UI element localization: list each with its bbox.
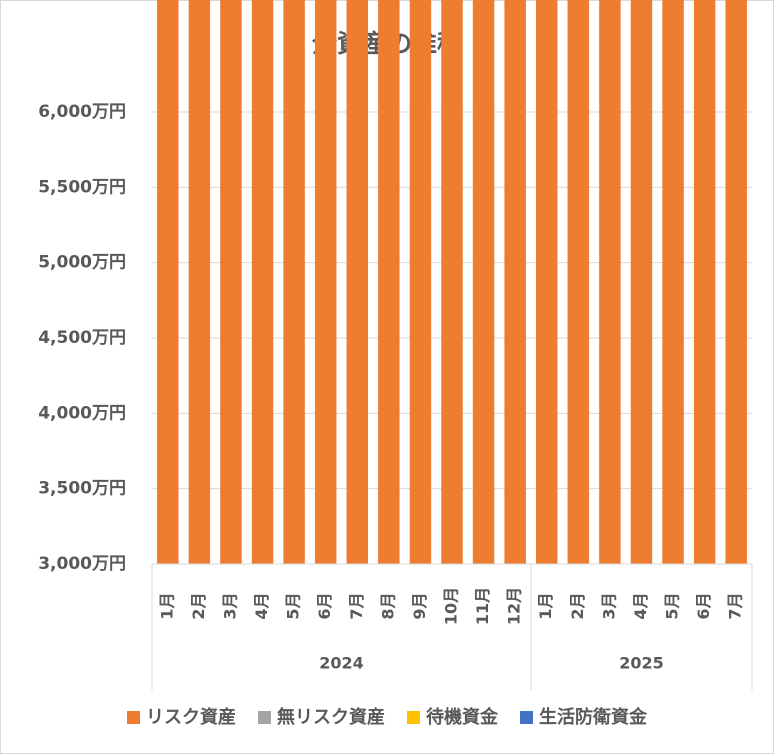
y-tick-label: 4,500万円 [38, 328, 126, 348]
bar-segment [188, 0, 211, 564]
x-tick-label: 2月 [568, 592, 587, 619]
bar-segment [441, 0, 463, 565]
x-tick-label: 5月 [284, 592, 303, 619]
x-tick-label: 6月 [694, 592, 713, 619]
legend-label: リスク資産 [146, 706, 236, 728]
bar-segment [378, 0, 400, 565]
x-tick-label: 3月 [220, 592, 239, 619]
y-tick-label: 3,500万円 [38, 479, 126, 499]
bar-segment [599, 0, 621, 565]
bar-segment [472, 0, 495, 564]
y-tick-label: 6,000万円 [38, 102, 126, 122]
legend-label: 待機資金 [426, 706, 499, 728]
x-tick-label: 9月 [410, 592, 429, 619]
x-tick-label: 1月 [536, 592, 555, 619]
bar-segment [567, 0, 590, 564]
x-tick-label: 4月 [631, 592, 650, 619]
x-group-label: 2025 [619, 654, 664, 673]
legend-swatch [258, 711, 271, 724]
y-tick-label: 5,500万円 [38, 177, 126, 197]
bar-segment [346, 0, 368, 564]
legend-label: 生活防衛資金 [539, 706, 648, 728]
bar-segment [662, 0, 684, 564]
x-tick-label: 7月 [726, 592, 745, 619]
bar-segment [630, 0, 653, 564]
bar-segment [251, 0, 274, 565]
x-tick-label: 12月 [505, 587, 524, 625]
x-tick-label: 10月 [442, 587, 461, 625]
legend-swatch [127, 711, 140, 724]
x-tick-label: 8月 [378, 592, 397, 619]
legend-swatch [520, 711, 533, 724]
bar-segment [283, 0, 305, 565]
x-tick-label: 6月 [315, 592, 334, 619]
bar-segment [220, 0, 242, 564]
y-tick-label: 5,000万円 [38, 253, 126, 273]
x-group-label: 2024 [319, 654, 364, 673]
x-tick-label: 2月 [189, 592, 208, 619]
x-tick-label: 3月 [599, 592, 618, 619]
y-tick-label: 4,000万円 [38, 403, 126, 423]
x-tick-label: 7月 [347, 592, 366, 619]
x-tick-label: 5月 [663, 592, 682, 619]
x-tick-label: 4月 [252, 592, 271, 619]
bar-segment [157, 0, 179, 565]
bar-segment [409, 0, 432, 564]
x-tick-label: 11月 [473, 587, 492, 625]
bar-segment [725, 0, 747, 565]
bar-segment [693, 0, 716, 565]
bar-segment [314, 0, 337, 565]
bar-segment [504, 0, 526, 564]
x-tick-label: 1月 [157, 592, 176, 619]
legend-swatch [407, 711, 420, 724]
bar-segment [536, 0, 558, 565]
legend-label: 無リスク資産 [277, 706, 385, 728]
y-tick-label: 3,000万円 [38, 554, 126, 574]
